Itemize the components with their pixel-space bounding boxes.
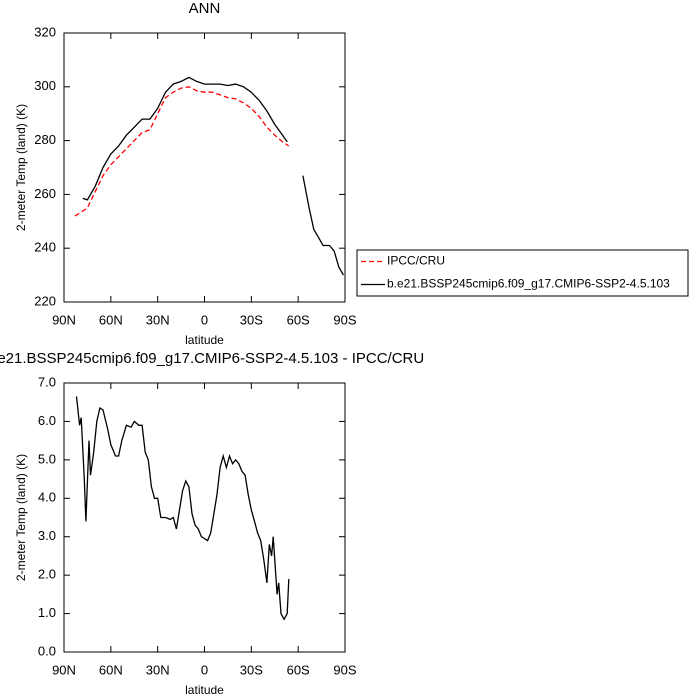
y-axis-label: 2-meter Temp (land) (K) — [14, 104, 28, 231]
y-tick-label: 220 — [34, 293, 56, 308]
y-tick-label: 320 — [34, 24, 56, 39]
x-axis-label: latitude — [185, 333, 224, 347]
y-axis-label: 2-meter Temp (land) (K) — [14, 454, 28, 581]
x-tick-label: 90N — [52, 662, 76, 677]
legend-label: IPCC/CRU — [387, 254, 445, 268]
y-tick-label: 2.0 — [38, 567, 56, 582]
x-tick-label: 30N — [146, 662, 170, 677]
chart-title: ANN — [189, 0, 221, 17]
plot-frame — [63, 382, 346, 653]
y-tick-label: 7.0 — [38, 374, 56, 389]
chart-title: b.e21.BSSP245cmip6.f09_g17.CMIP6-SSP2-4.… — [0, 350, 424, 367]
data-line — [75, 396, 290, 621]
y-tick-label: 300 — [34, 78, 56, 93]
x-tick-label: 60N — [99, 662, 123, 677]
x-tick-label: 0 — [201, 662, 208, 677]
x-tick-label: 90S — [333, 662, 356, 677]
plot-frame — [63, 32, 346, 303]
x-tick-label: 60S — [287, 312, 310, 327]
y-tick-label: 0.0 — [38, 643, 56, 658]
x-tick-label: 60N — [99, 312, 123, 327]
y-tick-label: 280 — [34, 132, 56, 147]
x-tick-label: 60S — [287, 662, 310, 677]
data-line — [74, 86, 290, 217]
legend-box — [356, 249, 689, 297]
x-axis-label: latitude — [185, 683, 224, 697]
x-tick-label: 90N — [52, 312, 76, 327]
x-tick-label: 30S — [240, 312, 263, 327]
data-line — [82, 76, 344, 276]
x-tick-label: 0 — [201, 312, 208, 327]
y-tick-label: 260 — [34, 186, 56, 201]
x-tick-label: 30N — [146, 312, 170, 327]
y-tick-label: 3.0 — [38, 528, 56, 543]
y-tick-label: 240 — [34, 240, 56, 255]
x-tick-label: 90S — [333, 312, 356, 327]
x-tick-label: 30S — [240, 662, 263, 677]
legend-label: b.e21.BSSP245cmip6.f09_g17.CMIP6-SSP2-4.… — [387, 277, 670, 291]
y-tick-label: 6.0 — [38, 413, 56, 428]
y-tick-label: 1.0 — [38, 605, 56, 620]
y-tick-label: 4.0 — [38, 490, 56, 505]
y-tick-label: 5.0 — [38, 451, 56, 466]
